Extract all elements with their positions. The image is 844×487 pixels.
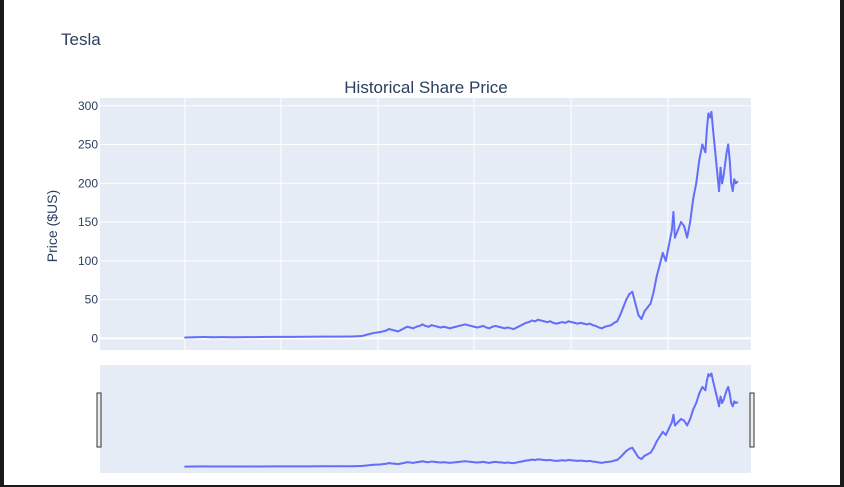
price-line-segment — [710, 110, 714, 131]
price-line-segment — [360, 333, 369, 338]
price-line-segment — [655, 263, 661, 278]
price-line-segment — [734, 180, 739, 185]
price-line-segment — [722, 151, 728, 177]
range-slider-line-group — [184, 372, 739, 468]
range-slider-line-segment — [727, 386, 731, 395]
range-slider-handle-right[interactable] — [749, 392, 755, 448]
range-slider-line-segment — [689, 408, 695, 420]
horizontal-grid — [100, 105, 751, 340]
range-slider-line-segment — [652, 440, 658, 449]
price-line-segment — [366, 331, 375, 336]
price-line-segment — [698, 143, 704, 162]
price-line-segment — [649, 290, 655, 305]
range-slider-line-segment — [722, 389, 728, 401]
range-slider-line-segment — [686, 418, 692, 427]
y-tick-label-150: 150 — [78, 215, 98, 229]
range-slider-line-segment — [698, 386, 704, 395]
price-line-segment — [692, 182, 698, 200]
price-line-segment — [625, 293, 631, 301]
y-tick-label-100: 100 — [78, 254, 98, 268]
price-line-segment — [652, 275, 658, 293]
range-slider-line-segment — [378, 462, 387, 466]
price-line-segment — [640, 310, 646, 320]
plot-area[interactable] — [100, 98, 751, 350]
y-tick-label-200: 200 — [78, 176, 98, 190]
vertical-grid — [184, 98, 669, 350]
price-line-segment — [631, 290, 637, 305]
y-tick-label-50: 50 — [85, 293, 99, 307]
range-slider-line-segment — [734, 401, 739, 404]
price-line-segment — [713, 143, 718, 162]
price-line-segment — [689, 197, 695, 224]
range-slider-handle-left[interactable] — [96, 392, 102, 448]
y-tick-label-300: 300 — [78, 99, 98, 113]
price-line-segment — [711, 128, 716, 146]
range-slider-line-segment — [672, 413, 676, 427]
y-tick-label-250: 250 — [78, 138, 98, 152]
range-slider-line-segment — [704, 379, 708, 392]
range-slider-line-segment — [695, 392, 701, 404]
price-line-segment — [619, 306, 625, 317]
chart-title: Historical Share Price — [344, 78, 507, 97]
price-line-segment — [664, 244, 670, 262]
price-line-segment — [672, 210, 676, 239]
price-line-segment — [372, 331, 381, 334]
price-line-segment — [676, 221, 683, 231]
price-line-segment — [704, 128, 708, 154]
range-slider-line-segment — [711, 379, 716, 388]
price-line-segment — [667, 228, 673, 247]
range-slider[interactable] — [100, 365, 751, 473]
range-slider-line-segment — [366, 463, 375, 467]
price-line-segment — [728, 159, 733, 185]
window-frame-left — [0, 0, 4, 487]
price-line-segment — [634, 302, 640, 317]
y-tick-label-0: 0 — [91, 331, 98, 345]
price-line-segment — [695, 159, 701, 185]
y-axis-title: Price ($US) — [44, 190, 60, 262]
range-slider-line-segment — [710, 372, 714, 382]
range-slider-line-segment — [715, 392, 719, 401]
range-slider-line-segment — [667, 421, 673, 430]
price-line-segment — [673, 228, 679, 239]
price-line-segment — [686, 221, 692, 239]
range-slider-line-segment — [728, 392, 733, 404]
price-line-segment — [378, 329, 387, 334]
range-slider-line-segment — [360, 464, 369, 468]
price-line-group — [184, 110, 739, 339]
price-line-segment — [616, 314, 622, 323]
window-frame-right — [840, 0, 844, 487]
y-axis-ticks: 0 50 100 150 200 250 300 — [78, 99, 98, 346]
price-line-segment — [622, 298, 628, 309]
price-line-segment — [727, 143, 731, 162]
range-slider-line-segment — [713, 386, 718, 395]
price-line-segment — [715, 159, 719, 177]
app-title: Tesla — [61, 30, 101, 49]
price-line-segment — [721, 174, 725, 185]
range-slider-line-segment — [664, 427, 670, 436]
range-slider-line-segment — [692, 402, 698, 411]
window-frame-bottom — [0, 485, 844, 487]
price-line-segment — [705, 112, 710, 131]
price-line-segment — [658, 252, 664, 266]
